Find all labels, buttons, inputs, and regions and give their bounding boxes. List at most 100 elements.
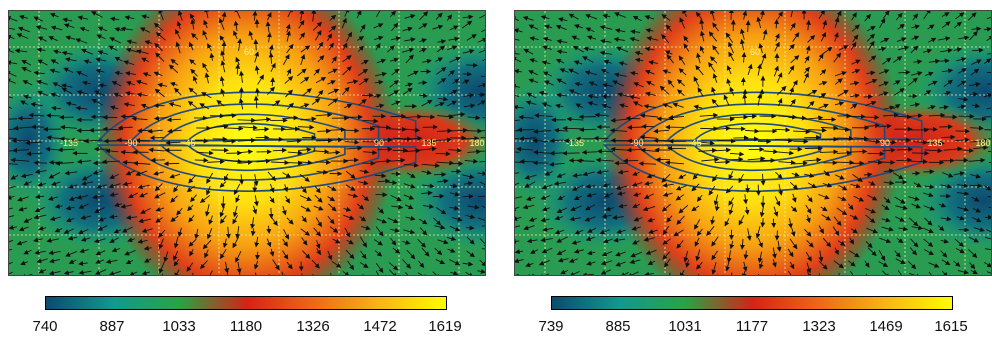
wind-arrow: [109, 105, 119, 111]
wind-arrow: [600, 69, 609, 74]
wind-arrow: [311, 11, 317, 22]
wind-arrow: [464, 158, 479, 164]
wind-arrow: [634, 50, 643, 56]
colorbar-tick: 1177: [735, 318, 769, 335]
wind-arrow: [79, 248, 89, 254]
wind-arrow: [108, 45, 118, 51]
map-grid-label: -45: [688, 138, 701, 148]
wind-arrow: [404, 14, 416, 19]
wind-arrow: [125, 71, 137, 76]
wind-arrow: [969, 82, 981, 87]
map-grid-label: -135: [566, 138, 584, 148]
wind-arrow: [34, 169, 47, 175]
wind-arrow: [170, 215, 179, 222]
wind-arrow: [574, 81, 583, 87]
wind-arrow: [403, 194, 415, 200]
wind-arrow: [450, 127, 469, 133]
wind-arrow: [331, 260, 342, 268]
wind-arrow: [361, 60, 369, 65]
wind-arrow: [141, 270, 151, 275]
wind-arrow: [664, 50, 673, 56]
map-grid-label: 90: [374, 138, 384, 148]
wind-arrow: [224, 261, 230, 274]
wind-arrow: [391, 68, 400, 76]
wind-arrow: [313, 205, 324, 211]
wind-arrow: [286, 102, 294, 110]
wind-arrow: [938, 36, 951, 42]
wind-arrow: [375, 42, 381, 51]
wind-arrow: [345, 184, 356, 191]
wind-arrow: [343, 214, 355, 220]
wind-arrow: [375, 103, 385, 109]
wind-arrow: [186, 262, 194, 272]
wind-arrow: [558, 17, 568, 23]
wind-arrow: [587, 94, 599, 99]
wind-arrow: [252, 205, 258, 215]
wind-arrow: [235, 63, 241, 75]
wind-arrow: [645, 91, 656, 97]
wind-arrow: [169, 81, 178, 87]
map-panel-right: -135 -90 -45 90 135 180 60 739 885 1031 1177 1…: [506, 0, 992, 339]
wind-arrow: [529, 36, 539, 42]
wind-arrow: [206, 185, 211, 196]
wind-arrow: [63, 228, 74, 234]
wind-arrow: [434, 247, 443, 256]
wind-arrow: [33, 237, 43, 243]
wind-arrow: [91, 11, 103, 18]
wind-arrow: [109, 37, 121, 44]
wind-arrow: [238, 98, 244, 110]
wind-arrow: [390, 157, 406, 163]
wind-arrow: [528, 78, 539, 84]
wind-arrow: [109, 237, 119, 243]
wind-arrow: [219, 248, 227, 260]
wind-arrow: [98, 216, 107, 222]
wind-arrow: [699, 30, 705, 42]
wind-arrow: [390, 237, 397, 246]
wind-arrow: [9, 78, 16, 84]
wind-arrow: [789, 43, 795, 51]
wind-arrow: [634, 57, 644, 63]
wind-arrow: [328, 203, 337, 212]
wind-arrow: [68, 196, 78, 201]
colorbar-tick: 1033: [162, 318, 196, 335]
wind-arrow: [405, 215, 416, 221]
wind-arrow: [174, 87, 182, 96]
wind-arrow: [202, 30, 208, 40]
wind-arrow: [386, 45, 395, 53]
wind-arrow: [121, 226, 133, 233]
wind-arrow: [96, 34, 106, 40]
wind-arrow: [742, 11, 748, 20]
wind-arrow: [556, 49, 568, 55]
wind-arrow: [95, 250, 106, 256]
wind-arrow: [137, 184, 150, 190]
wind-arrow: [239, 174, 245, 185]
wind-arrow: [207, 159, 226, 165]
wind-arrow: [300, 53, 306, 66]
wind-arrow: [327, 185, 337, 191]
wind-arrow: [818, 53, 824, 62]
wind-arrow: [967, 12, 977, 21]
wind-arrow: [220, 88, 226, 97]
wind-arrow: [699, 18, 705, 30]
wind-arrow: [173, 258, 180, 267]
wind-arrow: [583, 46, 595, 52]
wind-arrow: [239, 272, 241, 275]
wind-arrow: [419, 11, 429, 21]
wind-arrow: [820, 31, 826, 42]
wind-arrow: [81, 48, 93, 55]
wind-arrow: [728, 41, 734, 54]
wind-arrow: [253, 126, 270, 132]
wind-arrow: [9, 207, 13, 210]
wind-arrow: [219, 215, 227, 224]
wind-arrow: [248, 30, 254, 41]
wind-arrow: [299, 195, 312, 201]
wind-arrow: [269, 183, 275, 193]
wind-arrow: [154, 88, 165, 98]
wind-arrow: [266, 32, 272, 43]
wind-arrow: [792, 79, 798, 88]
wind-arrow: [300, 103, 310, 108]
wind-arrow: [23, 94, 32, 100]
wind-arrow: [593, 135, 609, 141]
wind-arrow: [94, 207, 105, 213]
wind-arrow: [329, 127, 346, 133]
